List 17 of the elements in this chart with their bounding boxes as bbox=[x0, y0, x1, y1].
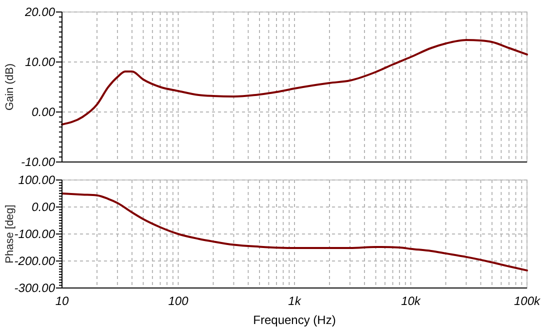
x-axis-title: Frequency (Hz) bbox=[253, 313, 336, 327]
y-tick-label: 20.00 bbox=[24, 5, 56, 20]
y-axis-title: Phase [deg] bbox=[4, 204, 16, 264]
y-tick-label: -100.00 bbox=[14, 227, 56, 242]
x-tick-label: 10 bbox=[55, 294, 69, 308]
x-tick-label: 100k bbox=[514, 294, 542, 308]
y-tick-label: -300.00 bbox=[14, 281, 56, 296]
y-tick-label: 10.00 bbox=[24, 55, 56, 70]
y-tick-label: 0.00 bbox=[32, 200, 56, 214]
x-tick-label: 100 bbox=[168, 294, 189, 308]
x-tick-label: 10k bbox=[401, 294, 422, 308]
y-tick-label: -10.00 bbox=[20, 155, 56, 170]
y-tick-label: -200.00 bbox=[14, 254, 56, 268]
x-tick-label: 1k bbox=[288, 294, 302, 308]
y-tick-label: 0.00 bbox=[32, 105, 56, 120]
y-axis-title: Gain (dB) bbox=[4, 63, 16, 111]
y-tick-label: 100.00 bbox=[18, 173, 56, 188]
